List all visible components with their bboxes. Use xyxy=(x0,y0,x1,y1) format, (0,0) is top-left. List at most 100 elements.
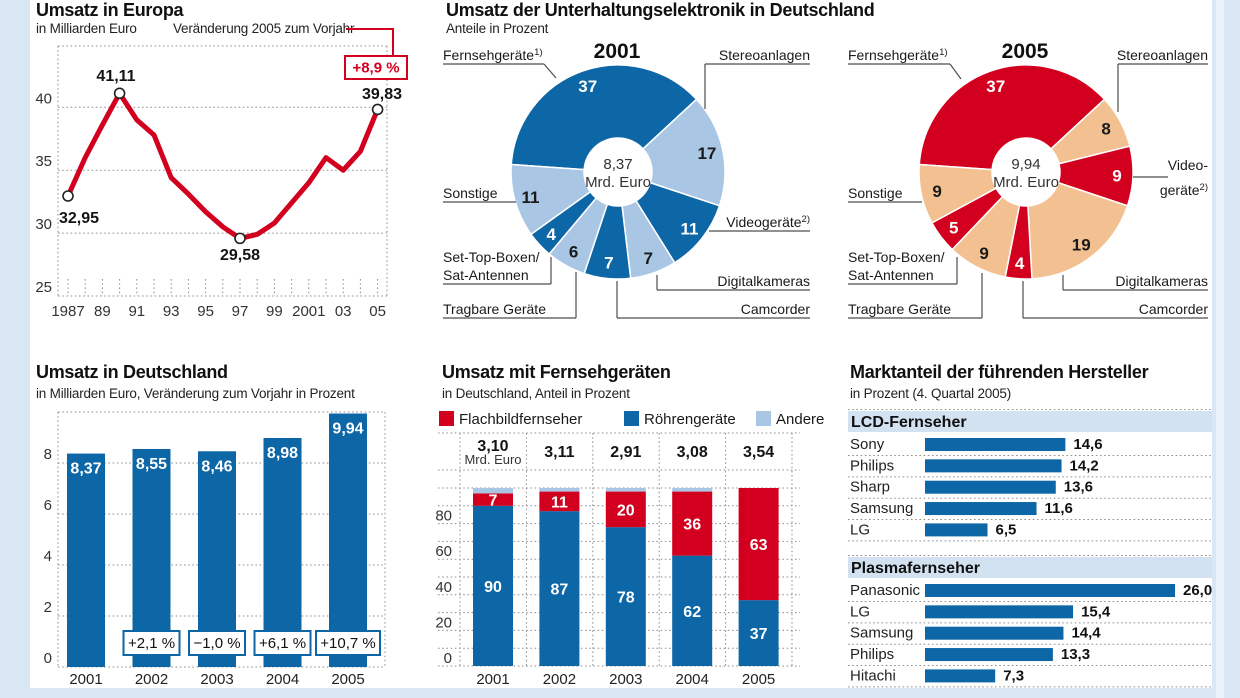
pie-center-value: 9,94 xyxy=(1011,156,1040,173)
stack-andere-2004 xyxy=(672,488,713,492)
pie-callout-label: Sat-Antennen xyxy=(848,267,934,283)
pie-slice-value: 8 xyxy=(1101,120,1110,139)
stack-value-label: 62 xyxy=(683,604,701,621)
deutschland-subtitle: in Milliarden Euro, Veränderung zum Vorj… xyxy=(36,386,355,401)
pie-callout-label: Sonstige xyxy=(848,185,903,201)
y-tick-label: 8 xyxy=(44,446,52,463)
legend-label-1: Flachbildfernseher xyxy=(459,411,582,428)
stack-value-label: 7 xyxy=(489,493,498,510)
hbar-philips xyxy=(925,648,1053,662)
y-tick-label: 20 xyxy=(435,614,452,631)
europa-subtitle: in Milliarden Euro xyxy=(36,21,137,36)
hbar-hitachi xyxy=(925,669,996,683)
pie-slice-value: 37 xyxy=(986,77,1005,96)
stack-flachbildfernseher-2003 xyxy=(605,491,646,528)
x-category-label: 2002 xyxy=(543,671,576,688)
stack-flachbildfernseher-2002 xyxy=(539,491,580,512)
x-category-label: 2005 xyxy=(742,671,775,688)
pies-title: Umsatz der Unterhaltungselektronik in De… xyxy=(446,0,875,20)
pie-callout-label: Camcorder xyxy=(1139,301,1209,317)
row-name-lg: LG xyxy=(850,603,870,620)
legend-swatch-1 xyxy=(439,411,454,426)
pie-callout-label: Video- xyxy=(1168,157,1209,173)
pie-callout-label: Fernsehgeräte1) xyxy=(848,47,948,63)
bar-2001 xyxy=(67,453,105,667)
x-tick-label: 93 xyxy=(163,303,180,320)
y-tick-label: 60 xyxy=(435,543,452,560)
section-header: LCD-Fernseher xyxy=(851,414,967,431)
pie-callout-label: Set-Top-Boxen/ xyxy=(443,249,540,265)
annotation-connector xyxy=(346,28,394,56)
y-tick-label: 30 xyxy=(35,216,52,233)
data-point-marker xyxy=(113,87,126,100)
pies-subtitle: Anteile in Prozent xyxy=(446,21,549,36)
pie-callout-label: Sonstige xyxy=(443,185,498,201)
change-box-2005 xyxy=(315,630,381,656)
pie-callout-label: Digitalkameras xyxy=(717,273,810,289)
pie-slice-value: 17 xyxy=(697,144,716,163)
row-value-philips: 14,2 xyxy=(1070,457,1099,474)
row-name-samsung: Samsung xyxy=(850,500,913,517)
x-category-label: 2005 xyxy=(331,671,364,688)
x-tick-label: 97 xyxy=(232,303,249,320)
total-label-2002: 3,11 xyxy=(544,444,574,461)
point-label-2005: 39,83 xyxy=(362,86,402,103)
change-box-2004 xyxy=(253,630,312,656)
section-header: Plasmafernseher xyxy=(851,560,980,577)
row-name-philips: Philips xyxy=(850,457,894,474)
x-tick-label: 05 xyxy=(369,303,386,320)
pie-slice-value: 9 xyxy=(1112,166,1121,185)
y-tick-label: 6 xyxy=(44,497,52,514)
row-name-samsung: Samsung xyxy=(850,625,913,642)
row-name-lg: LG xyxy=(850,521,870,538)
y-tick-label: 35 xyxy=(35,153,52,170)
stack-andere-2003 xyxy=(605,488,646,492)
bar-value-label: 8,55 xyxy=(136,456,167,473)
pie-slice-value: 9 xyxy=(932,182,941,201)
pie-center-hole xyxy=(992,138,1060,206)
x-tick-label: 1987 xyxy=(51,303,84,320)
stack-flachbildfernseher-2004 xyxy=(672,491,713,556)
x-category-label: 2001 xyxy=(476,671,509,688)
callout-line xyxy=(949,63,962,80)
pie-callout-label: Fernsehgeräte1) xyxy=(443,47,543,63)
pie-center-hole xyxy=(584,138,652,206)
pie-callout-label: Stereoanlagen xyxy=(719,47,810,63)
bar-2005 xyxy=(329,413,367,667)
x-category-label: 2004 xyxy=(266,671,299,688)
row-value-samsung: 14,4 xyxy=(1071,625,1101,642)
callout-line xyxy=(543,63,557,79)
x-tick-label: 91 xyxy=(128,303,145,320)
pie-slice-value: 4 xyxy=(546,225,556,244)
stack-flachbildfernseher-2001 xyxy=(473,493,513,506)
data-point-marker xyxy=(234,232,246,245)
pie-slice-value: 7 xyxy=(643,249,652,268)
hbar-samsung xyxy=(925,626,1064,640)
stack-value-label: 63 xyxy=(750,537,768,554)
bar-value-label: 9,94 xyxy=(332,421,363,438)
x-category-label: 2003 xyxy=(609,671,642,688)
bar-2004 xyxy=(263,438,302,667)
x-category-label: 2004 xyxy=(676,671,709,688)
fernseher-subtitle: in Deutschland, Anteil in Prozent xyxy=(442,386,630,401)
row-value-samsung: 11,6 xyxy=(1045,500,1073,517)
pie-callout-label: Camcorder xyxy=(741,301,811,317)
pie-center-unit: Mrd. Euro xyxy=(585,174,651,191)
stack-value-label: 11 xyxy=(551,494,568,511)
pie-callout-label: Stereoanlagen xyxy=(1117,47,1208,63)
stack-value-label: 90 xyxy=(484,579,502,596)
pie-slice-value: 7 xyxy=(604,254,613,273)
stack-value-label: 78 xyxy=(617,590,635,607)
stack-rhrengerte-2001 xyxy=(473,505,513,666)
y-tick-label: 0 xyxy=(44,650,52,667)
pie-callout-label: Digitalkameras xyxy=(1115,273,1208,289)
stack-value-label: 36 xyxy=(683,517,701,534)
stack-rhrengerte-2004 xyxy=(672,555,713,666)
row-name-philips: Philips xyxy=(850,646,894,663)
pie-center-value: 8,37 xyxy=(603,156,632,173)
legend-swatch-2 xyxy=(624,411,639,426)
pie-slice-value: 11 xyxy=(521,188,539,207)
row-name-sony: Sony xyxy=(850,436,885,453)
